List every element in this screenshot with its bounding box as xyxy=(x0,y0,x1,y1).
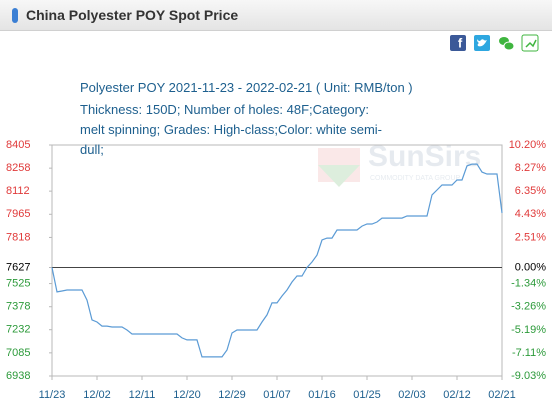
x-tick-label: 02/03 xyxy=(398,389,426,401)
facebook-icon[interactable] xyxy=(450,35,466,51)
y-tick-label: 6938 xyxy=(6,370,30,382)
y-tick-label: 8405 xyxy=(6,139,30,151)
twitter-glyph xyxy=(477,39,487,47)
y2-tick-label: 0.00% xyxy=(515,261,546,273)
header-title: China Polyester POY Spot Price xyxy=(26,7,239,23)
header-bar: China Polyester POY Spot Price xyxy=(0,0,552,31)
y2-tick-label: 10.20% xyxy=(509,139,547,151)
x-tick-label: 02/12 xyxy=(443,389,471,401)
y-tick-label: 7627 xyxy=(6,261,30,273)
y-tick-label: 7232 xyxy=(6,324,30,336)
x-tick-label: 12/29 xyxy=(218,389,246,401)
y-tick-label: 7965 xyxy=(6,208,30,220)
y2-tick-label: 4.43% xyxy=(515,208,546,220)
watermark-tagline: COMMODITY DATA GROUP xyxy=(370,175,461,182)
y2-tick-label: -7.11% xyxy=(512,347,546,359)
y-tick-label: 8258 xyxy=(6,162,30,174)
x-tick-label: 01/16 xyxy=(308,389,336,401)
y2-tick-label: -3.26% xyxy=(511,301,546,313)
x-tick-label: 11/23 xyxy=(39,389,66,401)
y2-tick-label: 6.35% xyxy=(515,185,546,197)
x-tick-label: 12/11 xyxy=(129,389,156,401)
y2-tick-label: -1.34% xyxy=(511,278,546,290)
y-tick-label: 7818 xyxy=(6,231,30,243)
share-icons[interactable]: f xyxy=(450,34,539,52)
y2-tick-label: 8.27% xyxy=(515,162,546,174)
x-tick-label: 02/21 xyxy=(488,389,516,401)
share-glyph xyxy=(525,39,537,48)
wechat-bubble xyxy=(503,41,515,51)
x-tick-label: 12/02 xyxy=(83,389,111,401)
facebook-glyph: f xyxy=(458,35,463,50)
plot: 10.20% 8.27% 6.35% 4.43% 2.51% 0.00% -1.34% -3.… xyxy=(6,139,546,401)
y-tick-label: 8112 xyxy=(6,185,30,197)
x-tick-label: 01/25 xyxy=(353,389,381,401)
y2-tick-label: 2.51% xyxy=(515,231,546,243)
y-tick-label: 7085 xyxy=(6,347,30,359)
watermark-logo xyxy=(318,165,360,187)
x-tick-label: 12/20 xyxy=(173,389,201,401)
watermark-logo xyxy=(318,148,360,182)
price-line xyxy=(51,163,503,358)
y2-tick-label: -9.03% xyxy=(511,370,546,382)
chart-subtitle: Thickness: 150D; Number of holes: 48F;Ca… xyxy=(80,102,382,157)
x-tick-label: 01/07 xyxy=(263,389,291,401)
y-tick-label: 7378 xyxy=(6,301,30,313)
y2-tick-label: -5.19% xyxy=(511,324,546,336)
header-icon xyxy=(12,8,18,23)
chart-title: Polyester POY 2021-11-23 - 2022-02-21 ( … xyxy=(80,80,413,95)
y-tick-label: 7525 xyxy=(6,277,30,289)
